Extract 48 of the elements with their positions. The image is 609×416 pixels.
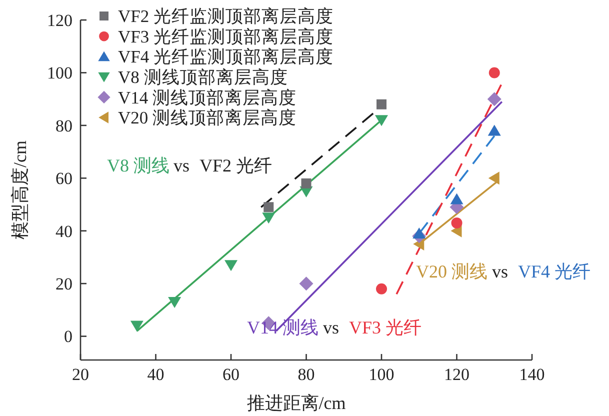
point [450, 193, 464, 204]
x-tick-label: 40 [147, 365, 164, 384]
x-tick-label: 60 [222, 365, 240, 384]
point [376, 99, 386, 110]
annotation: vs [323, 317, 340, 338]
annotation: V14 测线 [247, 317, 318, 338]
y-tick-label: 0 [64, 327, 72, 346]
point [376, 283, 387, 294]
legend-label: VF3 光纤监测顶部离层高度 [118, 26, 334, 46]
point [130, 320, 144, 332]
annotation: vs [174, 155, 190, 176]
x-axis-title: 推进距离/cm [246, 393, 346, 413]
point [264, 202, 274, 212]
annotation: V8 测线 [107, 155, 170, 176]
annotation: V20 测线 [416, 261, 488, 282]
legend-label: V14 测线顶部离层高度 [118, 87, 297, 108]
legend-label: VF2 光纤监测顶部离层高度 [118, 6, 334, 26]
y-axis-title: 模型高度/cm [10, 140, 30, 240]
point [224, 260, 238, 272]
point [488, 172, 500, 185]
x-tick-label: 80 [298, 365, 315, 384]
annotation: vs [492, 261, 508, 282]
y-tick-label: 120 [47, 10, 72, 30]
annotation: VF4 光纤 [518, 261, 591, 282]
point [262, 212, 276, 224]
x-tick-label: 120 [444, 365, 470, 384]
annotation: VF2 光纤 [200, 155, 272, 176]
point [301, 178, 312, 188]
point [488, 67, 500, 78]
x-tick-label: 20 [72, 365, 89, 384]
point [487, 92, 502, 106]
point [299, 276, 314, 291]
y-tick-label: 40 [56, 222, 72, 241]
annotation: VF3 光纤 [349, 317, 422, 338]
y-tick-label: 20 [56, 274, 72, 294]
x-tick-label: 100 [368, 365, 394, 384]
y-tick-label: 80 [56, 116, 72, 136]
point [412, 227, 426, 238]
y-tick-label: 60 [56, 169, 72, 188]
point [168, 297, 182, 308]
point [375, 115, 388, 126]
legend-label: V20 测线顶部离层高度 [118, 108, 297, 128]
legend-label: V8 测线顶部离层高度 [118, 67, 288, 88]
x-tick-label: 140 [519, 365, 545, 384]
point [488, 124, 501, 136]
legend-label: VF4 光纤监测顶部离层高度 [118, 46, 334, 67]
point [451, 217, 462, 228]
y-tick-label: 100 [47, 64, 72, 83]
